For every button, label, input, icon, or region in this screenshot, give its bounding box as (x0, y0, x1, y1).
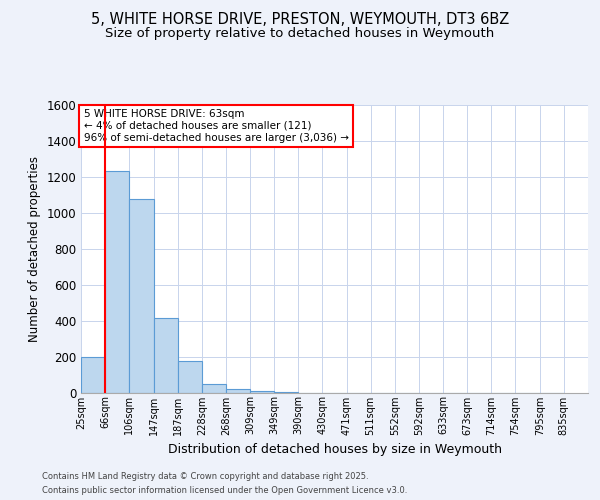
Text: 5 WHITE HORSE DRIVE: 63sqm
← 4% of detached houses are smaller (121)
96% of semi: 5 WHITE HORSE DRIVE: 63sqm ← 4% of detac… (83, 110, 349, 142)
Text: Contains HM Land Registry data © Crown copyright and database right 2025.: Contains HM Land Registry data © Crown c… (42, 472, 368, 481)
Text: 5, WHITE HORSE DRIVE, PRESTON, WEYMOUTH, DT3 6BZ: 5, WHITE HORSE DRIVE, PRESTON, WEYMOUTH,… (91, 12, 509, 28)
Bar (202, 384, 226, 392)
Bar (81, 356, 106, 392)
Bar (129, 200, 154, 392)
Bar (178, 361, 202, 392)
Bar (154, 318, 178, 392)
Text: Size of property relative to detached houses in Weymouth: Size of property relative to detached ho… (106, 28, 494, 40)
Text: Contains public sector information licensed under the Open Government Licence v3: Contains public sector information licen… (42, 486, 407, 495)
Y-axis label: Number of detached properties: Number of detached properties (28, 156, 41, 342)
X-axis label: Distribution of detached houses by size in Weymouth: Distribution of detached houses by size … (167, 443, 502, 456)
Bar (250, 390, 274, 392)
Bar (226, 390, 250, 392)
Bar (106, 172, 129, 392)
